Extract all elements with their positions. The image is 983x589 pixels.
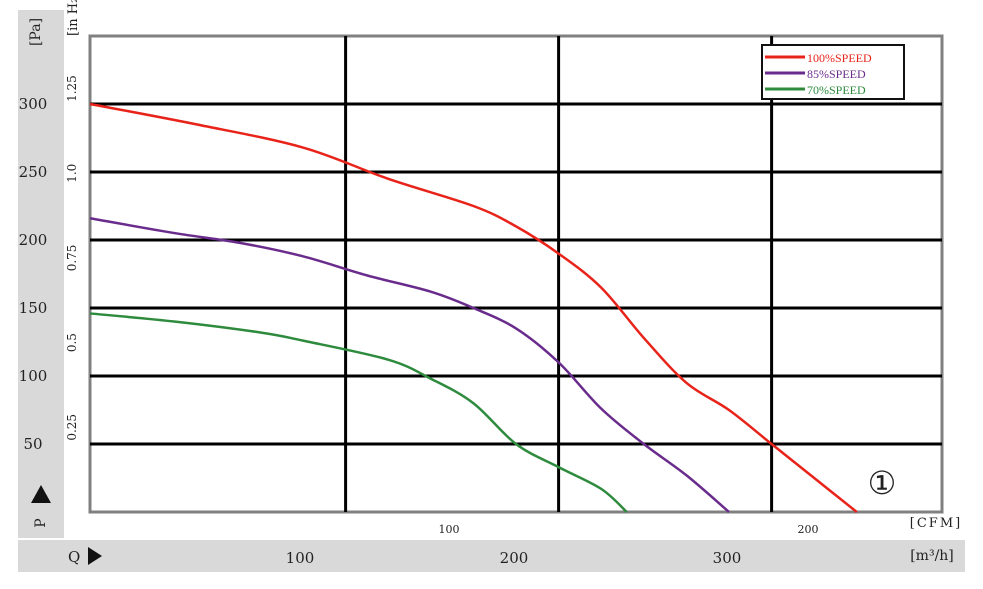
x-secondary-label: [CFM] <box>910 516 962 531</box>
legend-label: 85%SPEED <box>807 67 866 81</box>
series-line <box>89 217 730 513</box>
axis-labels: 300 250 200 150 100 50 1.25 1.0 0.75 0.5 0.25 100 20… <box>19 75 819 567</box>
y-primary-label: [Pa] <box>28 18 44 46</box>
x-tick-label: 300 <box>713 549 742 567</box>
p-arrow-icon <box>31 485 51 503</box>
y-tick-label: 50 <box>23 435 42 453</box>
y2-tick-label: 0.5 <box>65 333 79 352</box>
curve-number-label: ① <box>868 464 897 502</box>
y-secondary-label: [in H₂O] <box>66 0 81 36</box>
y-tick-label: 300 <box>19 95 48 113</box>
plot-area <box>88 34 944 514</box>
x2-tick-label: 100 <box>439 523 460 536</box>
legend-label: 70%SPEED <box>807 83 866 97</box>
bottom-axis-band <box>18 540 965 572</box>
y2-tick-label: 1.25 <box>65 75 79 102</box>
x2-tick-label: 200 <box>798 523 819 536</box>
legend: 100%SPEED 85%SPEED 70%SPEED <box>761 44 905 100</box>
y-tick-label: 200 <box>19 231 48 249</box>
x-primary-label: [m³/h] <box>910 548 954 564</box>
legend-label: 100%SPEED <box>807 51 872 65</box>
x-tick-label: 100 <box>286 549 315 567</box>
y2-tick-label: 0.75 <box>65 245 79 272</box>
q-label: Q <box>68 548 80 566</box>
p-label: P <box>33 518 49 527</box>
series-line <box>89 312 628 513</box>
q-arrow-icon <box>88 547 102 565</box>
y-tick-label: 250 <box>19 163 48 181</box>
x-tick-label: 200 <box>500 549 529 567</box>
series-line <box>89 102 858 513</box>
y-tick-label: 100 <box>19 367 48 385</box>
y-tick-label: 150 <box>19 299 48 317</box>
series-group <box>89 102 858 513</box>
y2-tick-label: 1.0 <box>65 164 79 183</box>
left-axis-band <box>18 10 64 538</box>
y2-tick-label: 0.25 <box>65 414 79 441</box>
